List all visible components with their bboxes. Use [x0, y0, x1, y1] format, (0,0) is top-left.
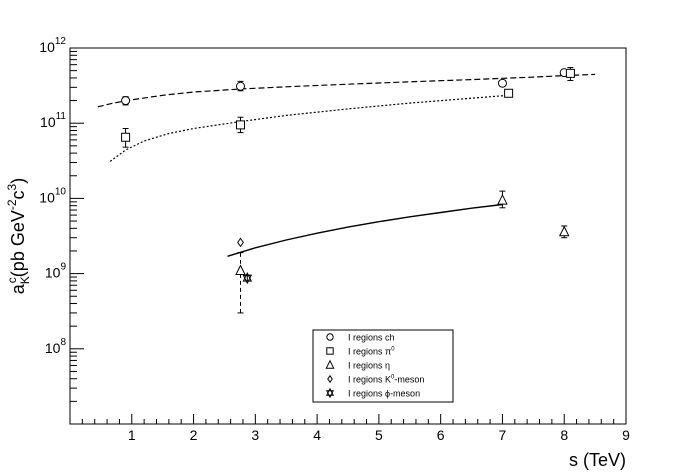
point-circle [121, 96, 131, 106]
y-axis-label: aKc(pb GeV-2c3) [5, 178, 32, 294]
x-axis-label: s (TeV) [569, 450, 626, 470]
point-star-part [242, 274, 253, 285]
legend-label: I regions K0-meson [348, 375, 424, 385]
x-tick-label: 2 [190, 427, 198, 443]
fit-curves [97, 73, 596, 257]
x-tick-label: 3 [251, 427, 259, 443]
y-tick-label: 1010 [39, 186, 66, 205]
legend-box [312, 329, 454, 403]
legend-label: I regions ch [348, 333, 395, 343]
fit-curve-2 [227, 203, 503, 257]
plot-frame [69, 47, 627, 425]
legend-label: I regions η [348, 361, 390, 371]
data-points [121, 67, 575, 314]
point-triangle [497, 193, 508, 205]
point-triangle [235, 264, 246, 275]
x-tick-label: 4 [313, 427, 321, 443]
y-tick-label: 1011 [40, 111, 66, 130]
legend-marker-triangle [325, 359, 335, 369]
legend-label: I regions π0 [348, 347, 395, 357]
legend: I regions ch I regions π0 I regions η I reg… [312, 329, 454, 403]
legend-marker-circle [326, 333, 334, 341]
point-star-part [242, 272, 253, 282]
point-square [565, 68, 575, 78]
legend-label: I regions ϕ-meson [348, 389, 420, 399]
legend-marker-star-part [325, 387, 335, 396]
point-star [242, 272, 253, 285]
fit-curve-1 [109, 94, 509, 162]
point-diamond [237, 237, 244, 248]
x-tick-label: 1 [128, 427, 136, 443]
fit-curve-0 [97, 73, 596, 108]
x-tick-label: 7 [499, 427, 507, 443]
y-tick-label: 108 [45, 337, 67, 356]
x-tick-label: 9 [622, 427, 630, 443]
x-tick-label: 6 [437, 427, 445, 443]
legend-marker-star [325, 387, 335, 399]
y-tick-label: 109 [45, 262, 67, 281]
axes: 1 2 3 4 5 6 7 8 9 108 109 1010 1011 1012 [39, 36, 630, 443]
point-circle [497, 78, 507, 88]
x-tick-label: 5 [375, 427, 383, 443]
x-tick-label: 8 [560, 427, 568, 443]
point-square [504, 88, 514, 98]
point-circle [236, 81, 246, 91]
point-square [121, 132, 131, 142]
legend-marker-diamond [327, 374, 333, 384]
point-triangle [558, 225, 570, 237]
point-square [236, 120, 246, 130]
legend-marker-square [326, 347, 334, 355]
legend-marker-star-part [325, 390, 335, 399]
y-tick-label: 1012 [39, 36, 66, 55]
